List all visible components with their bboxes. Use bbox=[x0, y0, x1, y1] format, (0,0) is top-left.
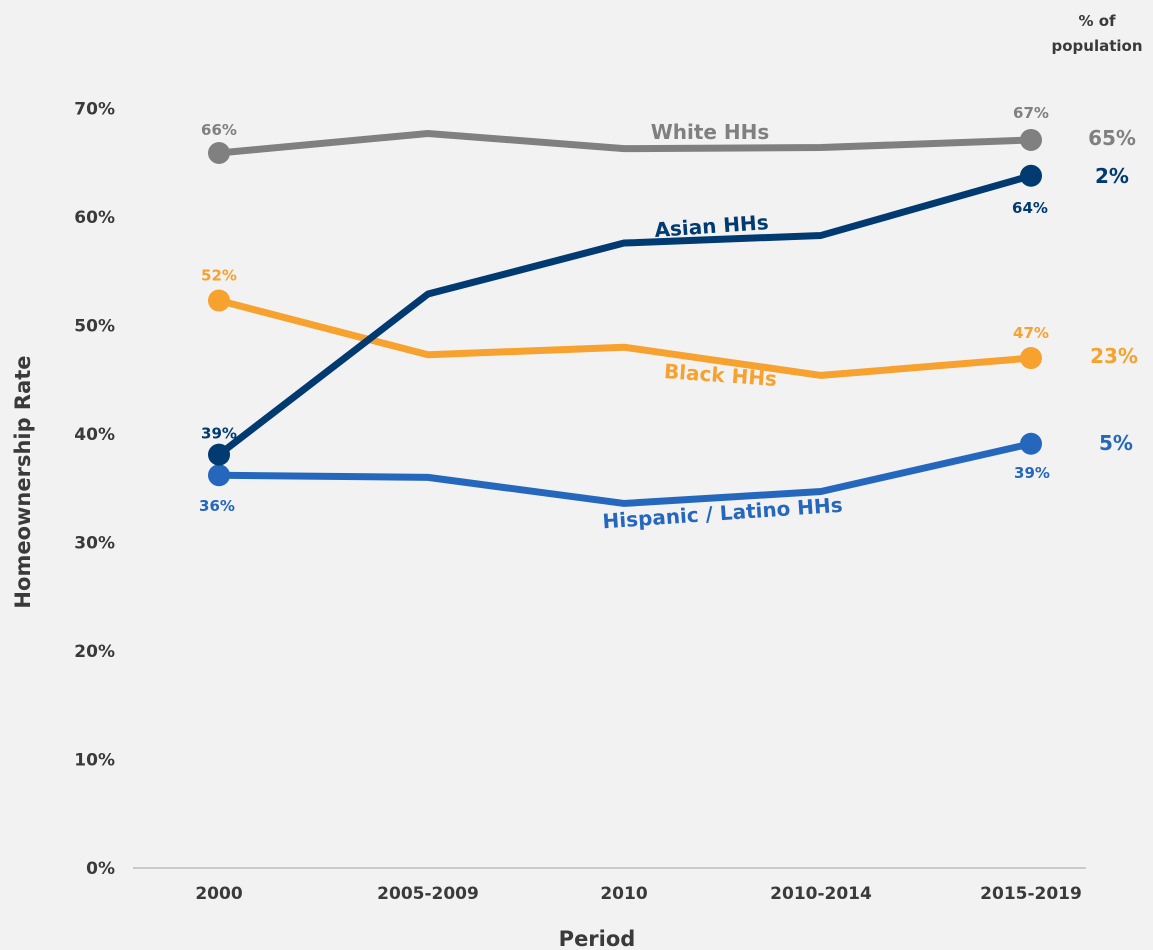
y-tick-label: 30% bbox=[74, 534, 115, 554]
y-tick-label: 40% bbox=[74, 425, 115, 445]
population-share-header: population bbox=[1051, 37, 1142, 55]
x-tick-label: 2005-2009 bbox=[377, 884, 479, 904]
point-marker-black-hhs bbox=[208, 289, 230, 312]
data-label-hispanic-latino-hhs: 39% bbox=[1014, 464, 1050, 482]
y-axis-title: Homeownership Rate bbox=[11, 355, 35, 608]
data-label-asian-hhs: 39% bbox=[201, 425, 237, 443]
data-label-black-hhs: 52% bbox=[201, 267, 237, 285]
series-line-hispanic-latino-hhs bbox=[215, 440, 1035, 507]
point-marker-hispanic-latino-hhs bbox=[1020, 432, 1042, 455]
x-tick-label: 2000 bbox=[195, 884, 242, 904]
point-marker-white-hhs bbox=[208, 141, 230, 164]
series-name-white-hhs: White HHs bbox=[651, 120, 770, 144]
x-axis-title: Period bbox=[559, 927, 636, 950]
y-tick-label: 60% bbox=[74, 208, 115, 228]
population-share-header: % of bbox=[1078, 12, 1116, 30]
data-label-hispanic-latino-hhs: 36% bbox=[199, 497, 235, 515]
x-tick-label: 2010-2014 bbox=[770, 884, 872, 904]
point-marker-white-hhs bbox=[1020, 128, 1042, 151]
y-tick-label: 20% bbox=[74, 642, 115, 662]
point-marker-asian-hhs bbox=[1020, 164, 1042, 187]
x-tick-label: 2010 bbox=[600, 884, 647, 904]
series-line-white-hhs bbox=[215, 129, 1035, 157]
y-tick-label: 10% bbox=[74, 751, 115, 771]
population-share-white-hhs: 65% bbox=[1088, 126, 1136, 150]
y-tick-label: 70% bbox=[74, 100, 115, 120]
population-share-black-hhs: 23% bbox=[1090, 344, 1138, 368]
series-line-black-hhs bbox=[215, 297, 1035, 379]
data-label-black-hhs: 47% bbox=[1013, 324, 1049, 342]
population-share-hispanic-latino-hhs: 5% bbox=[1099, 431, 1133, 455]
y-tick-label: 0% bbox=[86, 859, 115, 879]
point-marker-asian-hhs bbox=[208, 443, 230, 466]
population-share-asian-hhs: 2% bbox=[1095, 164, 1129, 188]
y-tick-label: 50% bbox=[74, 317, 115, 337]
data-label-white-hhs: 67% bbox=[1013, 104, 1049, 122]
point-marker-black-hhs bbox=[1020, 347, 1042, 370]
x-tick-label: 2015-2019 bbox=[980, 884, 1082, 904]
data-label-asian-hhs: 64% bbox=[1012, 199, 1048, 217]
series-line-asian-hhs bbox=[215, 172, 1035, 459]
point-marker-hispanic-latino-hhs bbox=[208, 464, 230, 487]
data-label-white-hhs: 66% bbox=[201, 121, 237, 139]
